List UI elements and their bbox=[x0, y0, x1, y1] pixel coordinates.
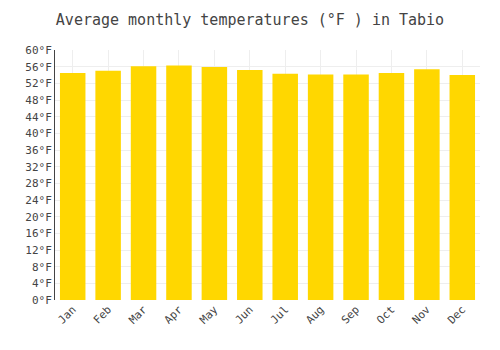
svg-text:28°F: 28°F bbox=[25, 177, 52, 190]
svg-text:Sep: Sep bbox=[339, 303, 362, 326]
svg-text:48°F: 48°F bbox=[25, 94, 52, 107]
svg-text:60°F: 60°F bbox=[25, 44, 52, 57]
svg-text:0°F: 0°F bbox=[32, 294, 52, 307]
svg-text:Feb: Feb bbox=[91, 303, 114, 326]
svg-text:4°F: 4°F bbox=[32, 277, 52, 290]
svg-text:24°F: 24°F bbox=[25, 194, 52, 207]
svg-text:56°F: 56°F bbox=[25, 61, 52, 74]
svg-text:Jun: Jun bbox=[233, 303, 256, 326]
svg-text:Jul: Jul bbox=[268, 303, 291, 326]
svg-text:Average monthly temperatures (: Average monthly temperatures (°F ) in Ta… bbox=[56, 11, 444, 29]
svg-text:52°F: 52°F bbox=[25, 77, 52, 90]
svg-text:32°F: 32°F bbox=[25, 161, 52, 174]
svg-text:May: May bbox=[197, 303, 221, 327]
svg-text:12°F: 12°F bbox=[25, 244, 52, 257]
svg-text:16°F: 16°F bbox=[25, 227, 52, 240]
svg-text:44°F: 44°F bbox=[25, 111, 52, 124]
svg-text:36°F: 36°F bbox=[25, 144, 52, 157]
svg-text:8°F: 8°F bbox=[32, 261, 52, 274]
svg-text:Apr: Apr bbox=[162, 303, 186, 327]
svg-text:Nov: Nov bbox=[410, 303, 434, 327]
svg-text:40°F: 40°F bbox=[25, 127, 52, 140]
svg-text:Jan: Jan bbox=[55, 303, 78, 326]
svg-text:Mar: Mar bbox=[126, 303, 150, 327]
svg-text:Dec: Dec bbox=[445, 303, 468, 326]
svg-text:Aug: Aug bbox=[303, 303, 326, 326]
svg-text:20°F: 20°F bbox=[25, 211, 52, 224]
svg-text:Oct: Oct bbox=[374, 303, 397, 326]
